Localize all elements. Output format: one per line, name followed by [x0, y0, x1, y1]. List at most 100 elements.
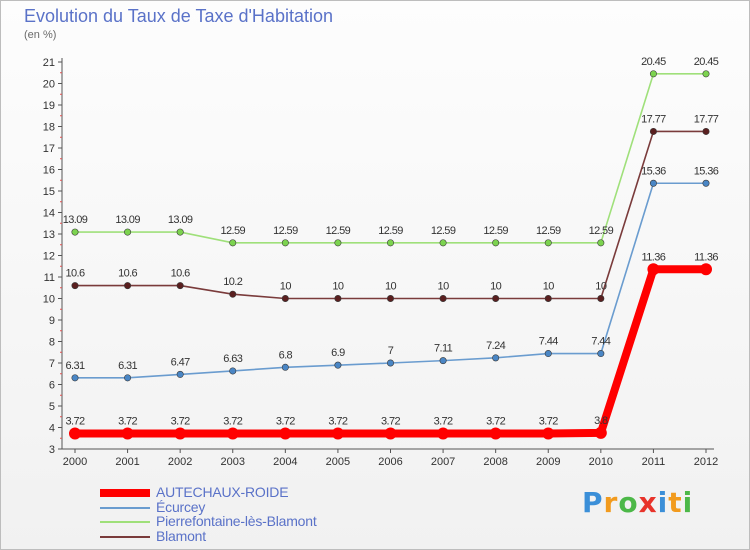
- legend-swatch: [100, 506, 150, 509]
- logo-letter: i: [657, 486, 669, 519]
- x-tick-label: 2012: [694, 456, 718, 468]
- data-point: [439, 239, 447, 247]
- logo-letter: P: [582, 486, 604, 519]
- data-label: 3.72: [276, 416, 295, 428]
- x-tick-label: 2008: [483, 456, 507, 468]
- data-point: [384, 427, 397, 440]
- data-label: 11.36: [642, 251, 666, 263]
- data-label: 10: [280, 281, 292, 293]
- x-tick-label: 2009: [536, 456, 560, 468]
- data-label: 10.6: [171, 268, 190, 280]
- y-tick-label: 10: [43, 294, 55, 306]
- legend-label: AUTECHAUX-ROIDE: [156, 484, 289, 500]
- data-point: [229, 239, 237, 247]
- chart-title: Evolution du Taux de Taxe d'Habitation: [24, 6, 333, 26]
- data-point: [492, 294, 500, 302]
- y-tick-label: 17: [43, 143, 55, 155]
- y-tick-label: 7: [49, 358, 55, 370]
- axes: 3 4 5 6 7 8 9 10 11 12 13 14 15 16 17 18 19 20 21 2000 2001 2…: [43, 57, 718, 468]
- data-label: 10: [332, 281, 344, 293]
- data-point: [176, 370, 184, 378]
- data-point: [492, 239, 500, 247]
- data-point: [700, 263, 712, 276]
- y-tick-label: 18: [43, 122, 55, 134]
- x-tick-label: 2011: [642, 456, 666, 468]
- data-point: [649, 127, 657, 135]
- y-tick-label: 16: [43, 165, 55, 177]
- data-label: 3.72: [328, 416, 347, 428]
- data-point: [281, 294, 289, 302]
- data-point: [334, 294, 342, 302]
- x-tick-label: 2004: [273, 456, 297, 468]
- y-tick-label: 14: [43, 208, 55, 220]
- data-point: [386, 359, 394, 367]
- y-tick-label: 21: [43, 57, 55, 69]
- logo-letter: x: [638, 486, 658, 519]
- data-point: [702, 179, 710, 187]
- x-tick-label: 2000: [63, 456, 87, 468]
- data-label: 12.59: [483, 225, 508, 237]
- data-label: 6.47: [171, 356, 190, 368]
- data-point: [649, 70, 657, 78]
- data-point: [279, 427, 292, 440]
- data-point: [334, 361, 342, 369]
- data-point: [176, 282, 184, 290]
- data-point: [542, 427, 555, 440]
- data-label: 6.63: [223, 353, 242, 365]
- data-label: 17.77: [641, 113, 666, 125]
- data-point: [439, 294, 447, 302]
- data-point: [334, 239, 342, 247]
- data-point: [331, 427, 344, 440]
- data-point: [229, 367, 237, 375]
- data-point: [69, 427, 81, 440]
- data-point: [71, 228, 79, 236]
- data-label: 3.72: [118, 416, 137, 428]
- x-tick-label: 2001: [115, 456, 139, 468]
- y-tick-label: 11: [44, 272, 55, 284]
- x-tick-label: 2007: [431, 456, 455, 468]
- data-point: [386, 239, 394, 247]
- data-label: 3.72: [65, 416, 84, 428]
- y-tick-label: 8: [49, 337, 55, 349]
- data-point: [597, 350, 605, 358]
- data-label: 7.44: [539, 336, 558, 348]
- data-label: 12.59: [378, 225, 403, 237]
- y-tick-label: 4: [49, 423, 55, 435]
- data-label: 13.09: [168, 214, 193, 226]
- legend-swatch: [100, 521, 150, 523]
- logo-letter: t: [668, 486, 683, 519]
- data-labels: 13.09 13.09 13.09 12.59 12.59 12.59 12.59 12.59…: [63, 56, 720, 428]
- data-label: 3.72: [223, 416, 242, 428]
- data-point: [176, 228, 184, 236]
- data-label: 10: [595, 281, 607, 293]
- data-label: 10: [543, 281, 555, 293]
- x-tick-label: 2003: [221, 456, 245, 468]
- legend-label: Blamont: [156, 527, 206, 544]
- x-tick-label: 2005: [326, 456, 350, 468]
- y-tick-label: 15: [43, 186, 55, 198]
- data-label: 12.59: [273, 225, 298, 237]
- y-tick-label: 6: [49, 380, 55, 392]
- data-label: 10.2: [223, 276, 242, 288]
- data-label: 12.59: [326, 225, 351, 237]
- legend-swatch: [100, 489, 150, 497]
- data-point: [281, 239, 289, 247]
- data-point: [544, 294, 552, 302]
- data-label: 20.45: [641, 56, 666, 68]
- data-point: [544, 350, 552, 358]
- data-point: [544, 239, 552, 247]
- data-point: [649, 179, 657, 187]
- data-label: 3.72: [381, 416, 400, 428]
- data-label: 12.59: [431, 225, 456, 237]
- data-point: [124, 228, 132, 236]
- data-label: 15.36: [641, 165, 666, 177]
- y-tick-label: 20: [43, 79, 55, 91]
- data-point: [597, 239, 605, 247]
- data-label: 7: [388, 345, 394, 357]
- y-tick-label: 12: [43, 251, 55, 263]
- data-point: [229, 290, 237, 298]
- data-point: [124, 282, 132, 290]
- series-markers: [69, 70, 712, 440]
- legend-label: Écurcey: [156, 498, 206, 515]
- x-tick-label: 2002: [168, 456, 192, 468]
